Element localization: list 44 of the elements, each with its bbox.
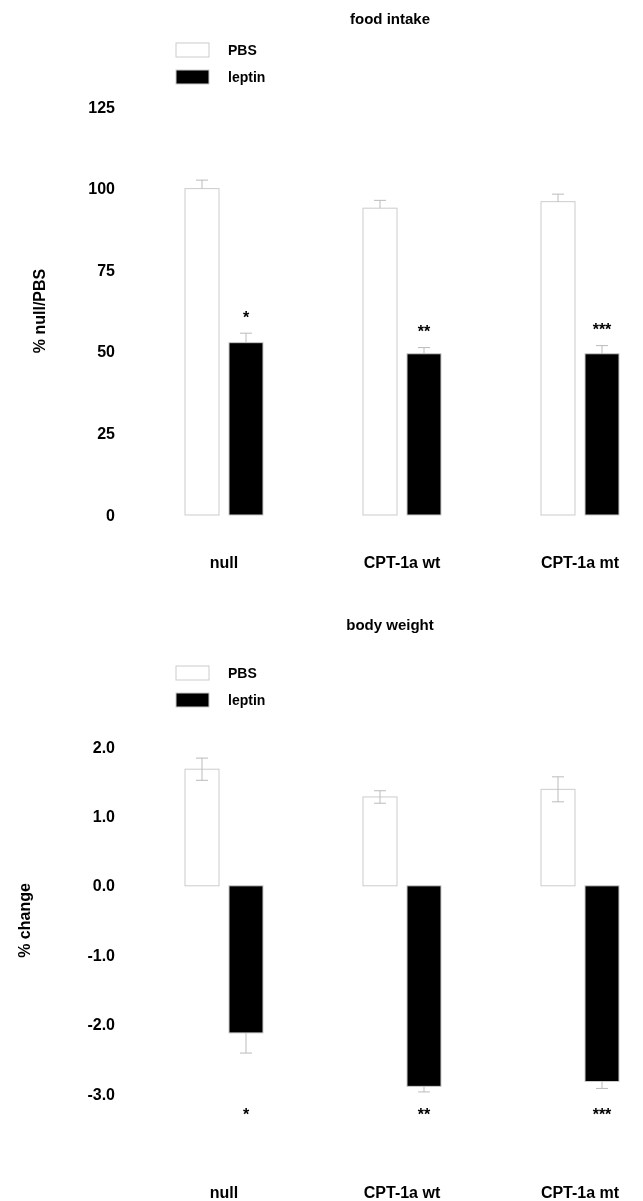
y-tick-label: -1.0	[87, 946, 116, 964]
y-tick-label: 1.0	[92, 808, 116, 825]
annotation: **	[417, 323, 431, 341]
bar	[228, 342, 264, 516]
bar	[584, 353, 620, 516]
bar	[184, 768, 220, 887]
y-tick-label: 0.0	[92, 877, 116, 895]
x-tick-label: CPT-1a mt	[540, 553, 620, 571]
annotation: *	[242, 308, 250, 326]
bar	[406, 885, 442, 1087]
legend-label: PBS	[228, 664, 257, 681]
y-tick-label: -2.0	[87, 1016, 116, 1034]
y-tick-label: 125	[88, 98, 116, 116]
y-tick-label: 2.0	[92, 738, 116, 756]
y-tick-label: 50	[97, 343, 116, 361]
legend-label: leptin	[228, 691, 266, 708]
y-tick-label: -3.0	[87, 1085, 116, 1103]
bar	[540, 201, 576, 516]
x-tick-label: null	[209, 553, 239, 571]
y-tick-label: 100	[88, 180, 116, 198]
y-tick-label: 25	[97, 425, 116, 442]
y-axis-title: % null/PBS	[31, 268, 48, 354]
x-tick-label: null	[209, 1183, 239, 1201]
bar	[584, 885, 620, 1083]
bar	[406, 353, 442, 516]
legend-label: leptin	[228, 68, 266, 85]
bar	[540, 788, 576, 887]
x-tick-label: CPT-1a wt	[363, 1183, 441, 1201]
bar	[362, 796, 398, 887]
y-axis-title: % change	[16, 883, 33, 958]
y-tick-label: 75	[97, 261, 116, 279]
annotation: ***	[592, 321, 613, 339]
y-tick-label: 0	[106, 506, 116, 524]
x-tick-label: CPT-1a mt	[540, 1183, 620, 1201]
legend-label: PBS	[228, 41, 257, 58]
text: **	[417, 1105, 431, 1123]
text: *	[242, 1105, 250, 1123]
bar	[184, 188, 220, 516]
text: ***	[592, 1105, 613, 1123]
bar	[228, 885, 264, 1034]
bar	[362, 207, 398, 516]
chart-title: body weight	[346, 616, 434, 633]
x-tick-label: CPT-1a wt	[363, 553, 441, 571]
chart-title: food intake	[349, 10, 431, 27]
